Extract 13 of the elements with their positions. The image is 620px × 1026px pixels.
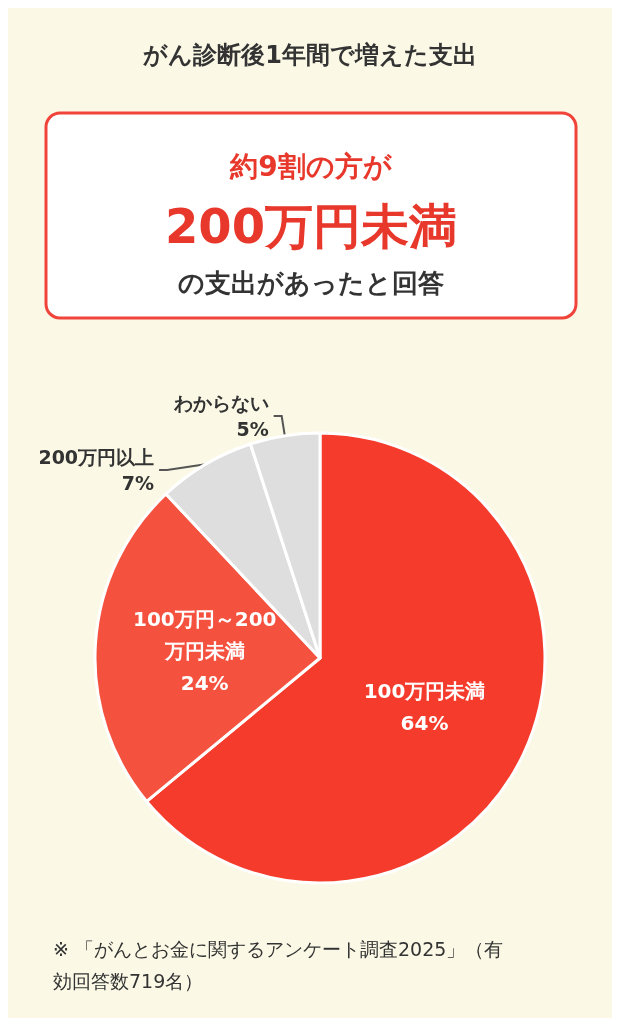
text: 200万円未満 [164, 198, 458, 254]
data-label: 64% [400, 711, 449, 736]
text: 約9割の方が [229, 149, 393, 183]
chart-title: がん診断後1年間で増えた支出 [143, 41, 477, 69]
slice-label: 200万円以上 [38, 446, 155, 469]
data-label: 24% [180, 670, 229, 695]
text: ※ 「がんとお金に関するアンケート調査2025」（有効回答数719名） [53, 938, 504, 992]
text: の支出があったと回答 [178, 268, 444, 298]
data-label: 5% [236, 418, 269, 441]
slice-label: 100万円～200万円未満 [132, 606, 277, 663]
data-label: 7% [121, 472, 155, 495]
slice-label: わからない [172, 392, 269, 415]
slice-label: 100万円未満 [363, 679, 486, 704]
